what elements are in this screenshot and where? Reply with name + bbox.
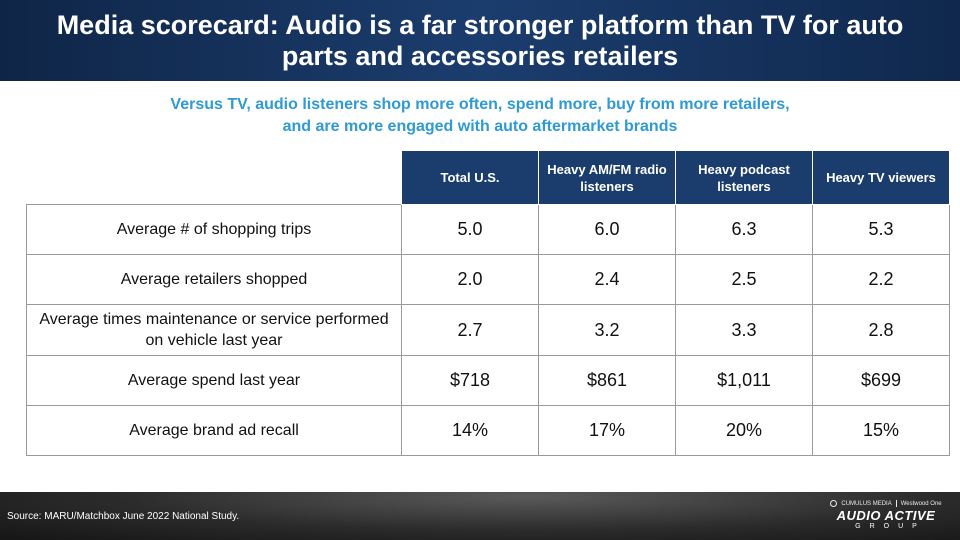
subtitle: Versus TV, audio listeners shop more oft… [80, 94, 880, 138]
table-row: Average times maintenance or service per… [26, 304, 950, 356]
table-cell: 3.2 [538, 304, 676, 356]
table-cell: 20% [675, 405, 813, 456]
table-cell: 6.3 [675, 204, 813, 255]
column-header-heavy-amfm: Heavy AM/FM radio listeners [538, 150, 676, 205]
logo-main-text: AUDIO ACTIVE [836, 508, 936, 523]
table-cell: 14% [401, 405, 539, 456]
table-cell: 5.3 [812, 204, 950, 255]
table-header-row: Total U.S. Heavy AM/FM radio listeners H… [27, 150, 950, 205]
row-label: Average retailers shopped [26, 254, 402, 305]
logo-sub-text: GROUP [855, 523, 926, 530]
table-cell: $718 [401, 355, 539, 406]
table-cell: 2.0 [401, 254, 539, 305]
table-cell: 2.8 [812, 304, 950, 356]
table-cell: $699 [812, 355, 950, 406]
table-row: Average # of shopping trips 5.0 6.0 6.3 … [26, 204, 950, 255]
logo-top-right: Westwood One [900, 500, 942, 507]
table-cell: 2.5 [675, 254, 813, 305]
table-header-blank [27, 151, 402, 205]
table-cell: 5.0 [401, 204, 539, 255]
table-cell: $1,011 [675, 355, 813, 406]
table-cell: 2.4 [538, 254, 676, 305]
cumulus-logo-icon [830, 500, 838, 507]
logo-top-left: CUMULUS MEDIA [841, 500, 892, 507]
table-cell: 2.2 [812, 254, 950, 305]
row-label: Average # of shopping trips [26, 204, 402, 255]
table-row: Average retailers shopped 2.0 2.4 2.5 2.… [26, 254, 950, 305]
subtitle-line-1: Versus TV, audio listeners shop more oft… [170, 96, 790, 113]
subtitle-line-2: and are more engaged with auto aftermark… [282, 118, 678, 135]
row-label: Average spend last year [26, 355, 402, 406]
table-cell: $861 [538, 355, 676, 406]
table-row: Average brand ad recall 14% 17% 20% 15% [26, 405, 950, 456]
source-note: Source: MARU/Matchbox June 2022 National… [7, 511, 240, 522]
row-label: Average brand ad recall [26, 405, 402, 456]
table-cell: 6.0 [538, 204, 676, 255]
table-cell: 3.3 [675, 304, 813, 356]
table-cell: 15% [812, 405, 950, 456]
table-cell: 17% [538, 405, 676, 456]
scorecard-table: Total U.S. Heavy AM/FM radio listeners H… [26, 150, 950, 456]
logo-divider [895, 500, 897, 507]
logo-partner-line: CUMULUS MEDIA Westwood One [826, 500, 946, 507]
title-banner: Media scorecard: Audio is a far stronger… [0, 0, 960, 81]
table-cell: 2.7 [401, 304, 539, 356]
audio-active-group-logo: CUMULUS MEDIA Westwood One AUDIO ACTIVE … [826, 500, 946, 531]
row-label: Average times maintenance or service per… [26, 304, 402, 356]
page-title: Media scorecard: Audio is a far stronger… [56, 9, 904, 71]
column-header-heavy-tv: Heavy TV viewers [812, 150, 950, 205]
column-header-total-us: Total U.S. [401, 150, 539, 205]
column-header-heavy-podcast: Heavy podcast listeners [675, 150, 813, 205]
table-row: Average spend last year $718 $861 $1,011… [26, 355, 950, 406]
footer-bar: Source: MARU/Matchbox June 2022 National… [0, 492, 960, 540]
